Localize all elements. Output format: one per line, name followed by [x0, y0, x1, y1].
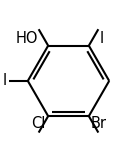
Text: I: I [3, 73, 7, 88]
Text: I: I [100, 31, 104, 46]
Text: Cl: Cl [32, 116, 46, 131]
Text: HO: HO [15, 31, 38, 46]
Text: Br: Br [90, 116, 106, 131]
